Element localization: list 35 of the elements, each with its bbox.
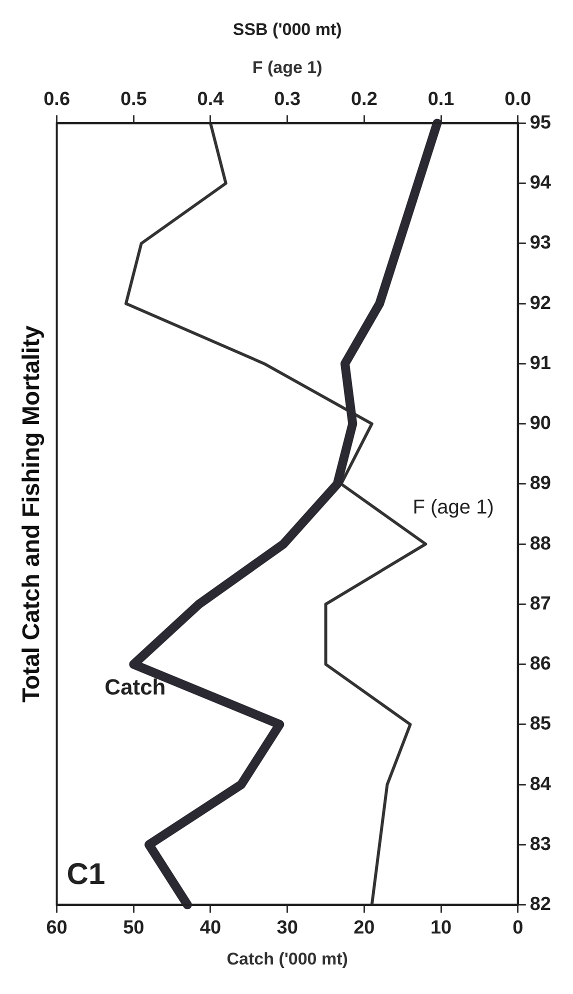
series-label: F (age 1) — [412, 496, 494, 519]
y-tick-label: 90 — [530, 413, 552, 434]
y-tick-label: 93 — [530, 232, 552, 254]
text: SSB ('000 mt) — [232, 20, 342, 40]
x-tick-label: 40 — [200, 917, 222, 938]
x-tick-label: 30 — [276, 917, 298, 938]
y-tick-label: 82 — [530, 894, 552, 916]
y-tick-label: 95 — [530, 112, 552, 134]
y-tick-label: 84 — [530, 774, 552, 795]
annotation: C1 — [66, 858, 106, 892]
y-tick-label: 89 — [530, 473, 552, 494]
y-tick-label: 91 — [530, 352, 552, 374]
x-tick-label: 60 — [46, 917, 68, 938]
y-tick-label: 83 — [530, 834, 552, 855]
x-tick-label: 50 — [123, 917, 144, 938]
y-tick-label: 92 — [530, 292, 552, 314]
x2-tick-label: 0.3 — [274, 89, 301, 110]
x2-tick-label: 0.1 — [428, 89, 455, 110]
x2-tick-label: 0.4 — [197, 89, 224, 110]
x2-tick-label: 0.0 — [504, 89, 532, 110]
x2-tick-label: 0.6 — [44, 89, 70, 110]
x-axis-title: Catch ('000 mt) — [226, 949, 348, 968]
y-tick-label: 88 — [530, 533, 552, 554]
x-tick-label: 20 — [354, 917, 375, 938]
x2-axis-title: F (age 1) — [252, 58, 322, 77]
y-tick-label: 85 — [530, 714, 552, 735]
x-tick-label: 0 — [512, 917, 524, 938]
x2-tick-label: 0.5 — [120, 89, 148, 110]
y-tick-label: 87 — [530, 593, 552, 614]
x-tick-label: 10 — [430, 917, 452, 938]
x2-tick-label: 0.2 — [350, 89, 378, 110]
text: Total Catch and Fishing Mortality — [18, 324, 46, 702]
y-tick-label: 94 — [530, 172, 552, 194]
y-tick-label: 86 — [530, 654, 552, 675]
series-label: Catch — [104, 674, 166, 700]
